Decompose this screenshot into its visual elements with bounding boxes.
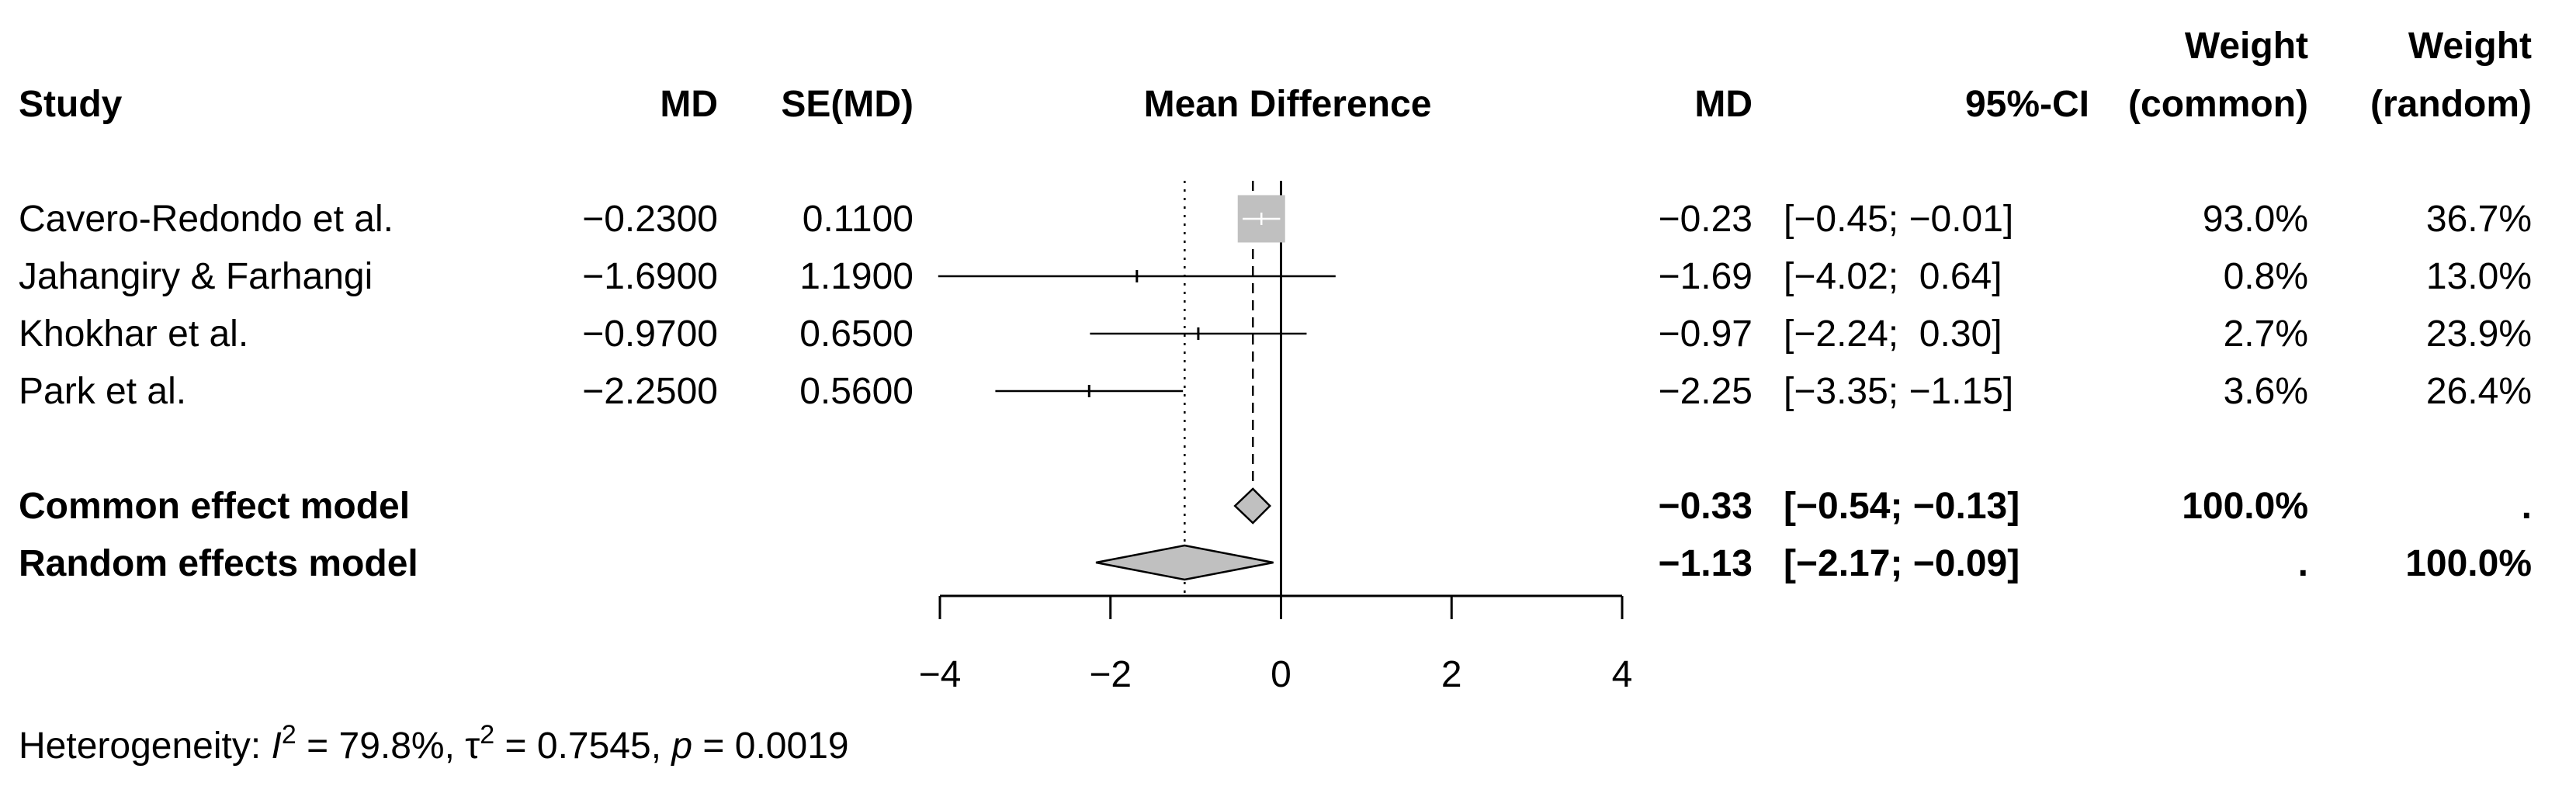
study-weight-random: 36.7% [2426, 199, 2532, 240]
header-md-out: MD [1694, 84, 1753, 125]
header-weight-random-line1: Weight [2408, 26, 2532, 67]
study-md: −2.2500 [582, 371, 718, 412]
study-row-2: Jahangiry & Farhangi −1.6900 1.1900 −1.6… [19, 256, 2532, 297]
study-se: 1.1900 [799, 256, 914, 297]
study-weight-random: 23.9% [2426, 313, 2532, 355]
study-row-4: Park et al. −2.2500 0.5600 −2.25 [−3.35;… [19, 371, 2532, 412]
study-ci: [−3.35; −1.15] [1784, 371, 2013, 412]
header-mean-difference: Mean Difference [1144, 84, 1432, 125]
study-name: Khokhar et al. [19, 313, 248, 355]
study-ci: [−2.24; 0.30] [1784, 313, 2002, 355]
study-weight-common: 2.7% [2224, 313, 2308, 355]
random-weight-random: 100.0% [2405, 543, 2532, 584]
header-ci: 95%-CI [1965, 84, 2089, 125]
common-weight-random: . [2522, 486, 2532, 527]
heterogeneity-text: Heterogeneity: I2 = 79.8%, τ2 = 0.7545, … [19, 720, 849, 767]
study-ci: [−0.45; −0.01] [1784, 199, 2013, 240]
study-row-1: Cavero-Redondo et al. −0.2300 0.1100 −0.… [19, 199, 2532, 240]
study-md-out: −1.69 [1659, 256, 1753, 297]
het-prefix: Heterogeneity: [19, 725, 272, 767]
random-ci: [−2.17; −0.09] [1784, 543, 2020, 584]
common-effect-diamond [1233, 487, 1271, 525]
header-se-md: SE(MD) [781, 84, 914, 125]
header-weight-common-line1: Weight [2185, 26, 2308, 67]
study-md: −0.2300 [582, 199, 718, 240]
het-p-value: = 0.0019 [692, 725, 849, 767]
study-md: −0.9700 [582, 313, 718, 355]
x-axis-tick-label: −4 [919, 654, 962, 695]
common-weight-common: 100.0% [2182, 486, 2308, 527]
study-weight-random: 13.0% [2426, 256, 2532, 297]
study-md: −1.6900 [582, 256, 718, 297]
study-ci: [−4.02; 0.64] [1784, 256, 2002, 297]
common-md-out: −0.33 [1659, 486, 1753, 527]
study-md-out: −0.23 [1659, 199, 1753, 240]
study-weight-common: 3.6% [2224, 371, 2308, 412]
common-label: Common effect model [19, 486, 410, 527]
study-name: Jahangiry & Farhangi [19, 256, 373, 297]
x-axis-tick-label: 0 [1271, 654, 1291, 695]
random-effects-diamond [1095, 544, 1274, 581]
header-weight-common-line2: (common) [2128, 84, 2308, 125]
het-i-symbol: I [272, 725, 282, 767]
x-axis-tick-label: 2 [1441, 654, 1462, 695]
forest-graphics: −4 −2 0 2 4 [919, 181, 1633, 695]
common-ci: [−0.54; −0.13] [1784, 486, 2020, 527]
study-weight-common: 93.0% [2203, 199, 2308, 240]
study-se: 0.1100 [803, 199, 914, 240]
het-p-symbol: p [670, 725, 692, 767]
random-label: Random effects model [19, 543, 418, 584]
het-tau-value: = 0.7545, [494, 725, 671, 767]
study-md-out: −0.97 [1659, 313, 1753, 355]
common-effect-row: Common effect model −0.33 [−0.54; −0.13]… [19, 486, 2532, 527]
study-row-3: Khokhar et al. −0.9700 0.6500 −0.97 [−2.… [19, 313, 2532, 355]
random-effects-row: Random effects model −1.13 [−2.17; −0.09… [19, 543, 2532, 584]
random-md-out: −1.13 [1659, 543, 1753, 584]
het-tau-symbol: τ [465, 725, 480, 767]
het-i-value: = 79.8%, [296, 725, 465, 767]
x-axis-tick-label: −2 [1089, 654, 1132, 695]
header-md: MD [660, 84, 718, 125]
study-md-out: −2.25 [1659, 371, 1753, 412]
study-se: 0.6500 [799, 313, 914, 355]
header-weight-random-line2: (random) [2370, 84, 2532, 125]
header-study: Study [19, 84, 123, 125]
random-weight-common: . [2298, 543, 2308, 584]
study-name: Cavero-Redondo et al. [19, 199, 394, 240]
het-tau-sup: 2 [480, 720, 494, 750]
study-se: 0.5600 [799, 371, 914, 412]
study-weight-random: 26.4% [2426, 371, 2532, 412]
x-axis-tick-label: 4 [1612, 654, 1633, 695]
study-weight-common: 0.8% [2224, 256, 2308, 297]
study-name: Park et al. [19, 371, 186, 412]
het-i-sup: 2 [282, 720, 296, 750]
